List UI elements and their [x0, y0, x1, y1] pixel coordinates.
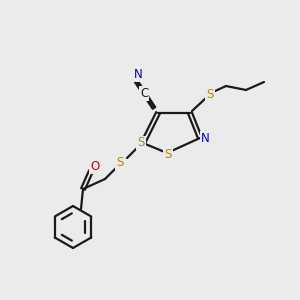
Text: S: S: [206, 88, 214, 100]
Text: S: S: [137, 136, 145, 149]
Text: O: O: [90, 160, 100, 173]
Text: N: N: [134, 68, 142, 82]
Text: S: S: [164, 148, 172, 160]
Text: N: N: [201, 131, 209, 145]
Text: S: S: [116, 157, 124, 169]
Text: C: C: [140, 87, 148, 100]
